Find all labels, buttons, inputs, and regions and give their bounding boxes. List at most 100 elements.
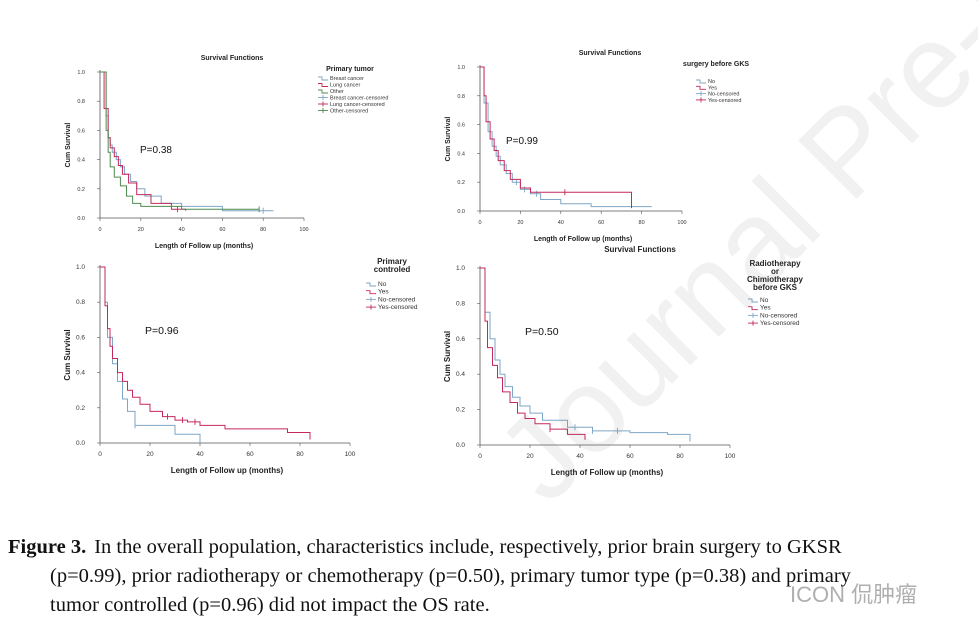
- survival-charts: 0.0 0.2 0.4 0.6 0.8 1.0 0 20 40 60 80 100 Length of …: [63, 50, 804, 477]
- y-tick-label: 0.6: [76, 334, 85, 341]
- y-tick-label: 0.4: [76, 370, 85, 377]
- km-chart-1: 0.0 0.2 0.4 0.6 0.8 1.0 0 20 40 60 80 100 Length of …: [65, 55, 388, 250]
- legend-swatch-line: [318, 83, 328, 87]
- y-tick-label: 0.0: [457, 209, 465, 215]
- legend-label: No-censored: [708, 92, 740, 98]
- x-tick-label: 40: [576, 453, 584, 460]
- legend-title-line: before GKS: [753, 283, 798, 292]
- legend-title-line: or: [771, 267, 779, 276]
- legend-label: Breast cancer: [330, 76, 364, 82]
- legend-label: Yes-censored: [378, 304, 418, 311]
- x-tick-label: 40: [179, 227, 185, 233]
- y-tick-label: 1.0: [77, 70, 85, 76]
- legend-label: Lung cancer: [330, 83, 360, 89]
- legend-title: Primary controled: [374, 257, 411, 274]
- y-axis-label: Cum Survival: [445, 117, 452, 162]
- x-tick-label: 60: [598, 220, 604, 226]
- legend-label: No: [378, 281, 387, 288]
- y-tick-label: 0.6: [456, 336, 465, 343]
- legend-swatch-line: [696, 85, 706, 90]
- y-tick-label: 0.0: [456, 442, 465, 449]
- legend-title-line: Chimiotherapy: [747, 275, 804, 284]
- chart-title: Survival Functions: [604, 245, 676, 254]
- x-tick-label: 0: [478, 453, 482, 460]
- x-axis-label: Length of Follow up (months): [155, 243, 253, 250]
- legend-label: Yes-censored: [708, 98, 741, 104]
- y-tick-label: 0.8: [77, 99, 85, 105]
- caption-text-1: In the overall population, characteristi…: [94, 536, 842, 558]
- x-tick-label: 0: [478, 220, 481, 226]
- survival-curve-yes: [100, 266, 311, 440]
- y-tick-label: 1.0: [457, 65, 465, 71]
- x-tick-label: 0: [98, 451, 102, 458]
- legend-label: Yes: [760, 305, 771, 312]
- x-axis-label: Length of Follow up (months): [534, 236, 632, 243]
- survival-curve-other: [100, 71, 260, 210]
- legend-title-line: Primary tumor: [326, 66, 374, 73]
- x-tick-label: 20: [526, 453, 534, 460]
- y-tick-label: 0.2: [457, 180, 465, 186]
- x-tick-label: 60: [626, 453, 634, 460]
- legend-title: Radiotherapy or Chimiotherapy before GKS: [747, 259, 804, 292]
- y-tick-label: 1.0: [76, 264, 85, 271]
- figure-caption: Figure 3. In the overall population, char…: [8, 533, 968, 620]
- survival-curve-yes: [480, 66, 632, 209]
- legend-swatch-line: [366, 282, 376, 287]
- legend-label: No-censored: [378, 296, 416, 303]
- legend-swatch-line: [696, 79, 706, 84]
- legend-swatch-line: [318, 89, 328, 94]
- y-axis-label: Cum Survival: [443, 331, 452, 382]
- y-tick-label: 0.0: [76, 440, 85, 447]
- legend-label: Yes: [708, 85, 717, 91]
- x-tick-label: 20: [517, 220, 523, 226]
- legend-label: Breast cancer-censored: [330, 96, 388, 102]
- x-tick-label: 100: [345, 451, 356, 458]
- x-tick-label: 20: [138, 227, 144, 233]
- y-tick-label: 0.6: [77, 128, 85, 134]
- legend-label: No-censored: [760, 312, 798, 319]
- chart-title: Survival Functions: [579, 50, 642, 57]
- y-tick-label: 1.0: [456, 265, 465, 272]
- legend-label: No: [708, 79, 715, 85]
- legend-label: Lung cancer-censored: [330, 102, 385, 108]
- survival-curve-no: [100, 266, 201, 443]
- caption-label: Figure 3.: [8, 536, 87, 558]
- x-tick-label: 80: [296, 451, 304, 458]
- y-axis-label: Cum Survival: [65, 123, 72, 168]
- km-chart-4: 0.0 0.2 0.4 0.6 0.8 1.0 0 20 40 60 80 100 Length of …: [443, 245, 804, 477]
- legend-swatch-line: [748, 298, 758, 303]
- y-tick-label: 0.8: [457, 94, 465, 100]
- y-tick-label: 0.4: [456, 371, 465, 378]
- x-tick-label: 100: [725, 453, 736, 460]
- y-tick-label: 0.8: [76, 299, 85, 306]
- x-tick-label: 20: [146, 451, 154, 458]
- x-tick-label: 40: [196, 451, 204, 458]
- x-axis-label: Length of Follow up (months): [171, 466, 284, 475]
- x-tick-label: 60: [246, 451, 254, 458]
- survival-curve-yes: [480, 267, 586, 440]
- legend-label: Other: [330, 89, 344, 95]
- legend-title: surgery before GKS: [683, 61, 749, 68]
- legend-title-line: surgery before GKS: [683, 61, 749, 68]
- p-value-annotation: P=0.50: [525, 326, 559, 338]
- x-tick-label: 60: [219, 227, 225, 233]
- x-tick-label: 80: [260, 227, 266, 233]
- x-tick-label: 100: [677, 220, 686, 226]
- p-value-annotation: P=0.38: [140, 145, 172, 156]
- survival-curve-no: [480, 267, 691, 442]
- y-tick-label: 0.4: [77, 158, 85, 164]
- legend-swatch-line: [748, 306, 758, 311]
- y-tick-label: 0.4: [457, 151, 465, 157]
- p-value-annotation: P=0.99: [506, 136, 538, 147]
- survival-curve-breast-cancer: [100, 71, 274, 212]
- legend-swatch-line: [318, 76, 328, 81]
- y-tick-label: 0.0: [77, 216, 85, 222]
- caption-line-1: Figure 3. In the overall population, char…: [8, 533, 968, 562]
- x-tick-label: 100: [299, 227, 308, 233]
- x-tick-label: 80: [676, 453, 684, 460]
- y-tick-label: 0.6: [457, 123, 465, 129]
- survival-curve-no: [480, 66, 652, 208]
- watermark-icon-logo: ICON 侃肿瘤: [790, 582, 918, 607]
- legend-swatch-line: [366, 290, 376, 295]
- y-tick-label: 0.2: [77, 187, 85, 193]
